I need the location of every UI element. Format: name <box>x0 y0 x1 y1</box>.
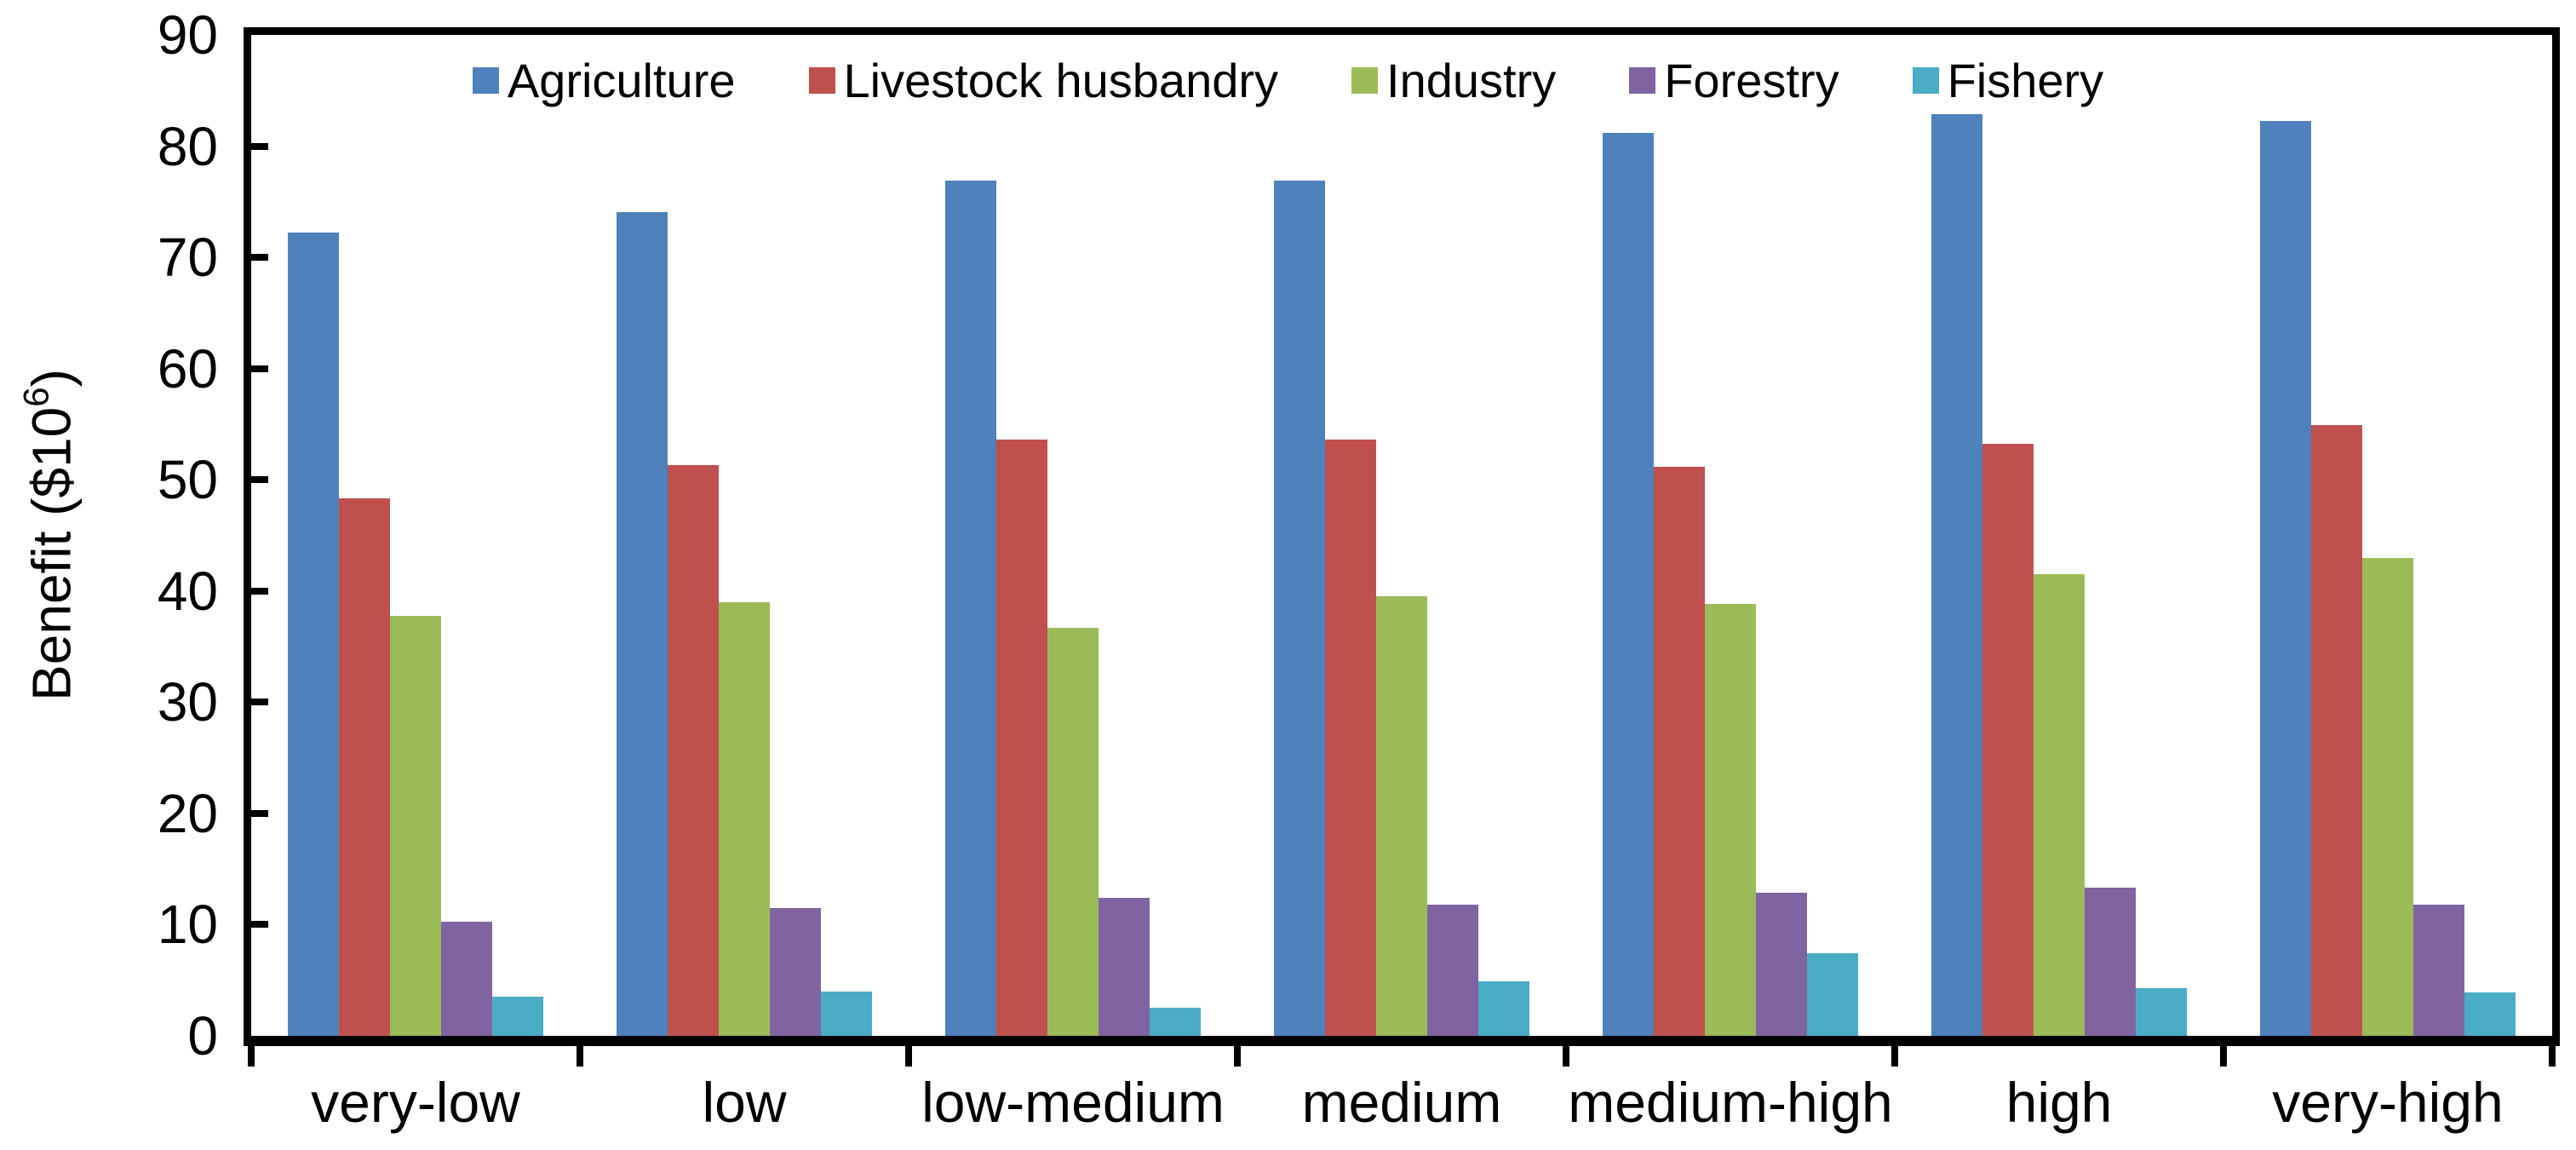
bar-agriculture-high <box>1931 113 1982 1036</box>
bar-agriculture-medium <box>1274 181 1325 1036</box>
bar-fishery-medium <box>1478 981 1529 1036</box>
x-category-label-very-high: very-high <box>2272 1071 2504 1134</box>
bar-agriculture-very-high <box>2260 120 2311 1036</box>
y-tick-mark-20 <box>251 809 268 817</box>
y-tick-label-40: 40 <box>157 560 218 622</box>
bar-forestry-very-low <box>441 921 492 1036</box>
x-category-label-medium-high: medium-high <box>1568 1071 1893 1134</box>
bar-livestock-husbandry-low-medium <box>996 440 1047 1036</box>
bar-agriculture-low <box>617 211 668 1036</box>
y-tick-label-70: 70 <box>157 227 218 289</box>
bar-agriculture-medium-high <box>1603 132 1654 1036</box>
bar-livestock-husbandry-medium-high <box>1654 466 1705 1036</box>
bar-industry-medium <box>1376 596 1427 1036</box>
bar-industry-medium-high <box>1705 604 1756 1036</box>
x-tick-mark-4 <box>1563 1046 1569 1067</box>
x-tick-mark-1 <box>577 1046 583 1067</box>
bar-forestry-low <box>770 907 821 1036</box>
bar-industry-very-high <box>2362 557 2413 1036</box>
bar-fishery-very-low <box>492 997 543 1036</box>
y-tick-label-30: 30 <box>157 671 218 733</box>
y-tick-mark-70 <box>251 254 268 262</box>
x-category-label-low: low <box>702 1071 787 1134</box>
x-category-label-low-medium: low-medium <box>921 1071 1225 1134</box>
y-tick-mark-10 <box>251 921 268 929</box>
bar-agriculture-low-medium <box>945 181 996 1036</box>
y-tick-label-10: 10 <box>157 894 218 956</box>
bar-industry-very-low <box>390 615 441 1036</box>
y-tick-label-0: 0 <box>187 1005 218 1067</box>
x-tick-mark-6 <box>2220 1046 2227 1067</box>
y-tick-label-80: 80 <box>157 115 218 177</box>
bar-fishery-very-high <box>2464 992 2516 1036</box>
bar-industry-high <box>2034 574 2085 1036</box>
bar-industry-low <box>719 601 770 1036</box>
bar-fishery-high <box>2136 987 2187 1036</box>
x-tick-mark-0 <box>248 1046 255 1067</box>
bar-livestock-husbandry-high <box>1982 444 2034 1036</box>
y-tick-mark-60 <box>251 365 268 372</box>
bar-livestock-husbandry-medium <box>1325 440 1376 1036</box>
y-tick-mark-50 <box>251 476 268 484</box>
bar-forestry-high <box>2085 888 2136 1036</box>
bar-forestry-low-medium <box>1099 898 1150 1036</box>
bar-livestock-husbandry-very-low <box>339 498 390 1036</box>
y-tick-mark-80 <box>251 142 268 150</box>
bar-forestry-very-high <box>2413 904 2464 1036</box>
x-category-label-medium: medium <box>1301 1071 1502 1134</box>
x-category-label-high: high <box>2005 1071 2113 1134</box>
y-tick-label-50: 50 <box>157 449 218 511</box>
bar-fishery-low <box>821 991 872 1036</box>
bar-agriculture-very-low <box>288 233 339 1036</box>
bar-forestry-medium <box>1427 904 1478 1036</box>
x-tick-mark-5 <box>1891 1046 1898 1067</box>
bar-fishery-low-medium <box>1150 1008 1201 1036</box>
bar-industry-low-medium <box>1047 627 1099 1036</box>
y-axis-title: Benefit ($106) <box>16 369 83 701</box>
x-tick-mark-2 <box>905 1046 912 1067</box>
y-tick-label-90: 90 <box>157 4 218 66</box>
bar-forestry-medium-high <box>1756 892 1807 1036</box>
bar-fishery-medium-high <box>1807 953 1858 1036</box>
bar-livestock-husbandry-low <box>668 465 719 1036</box>
x-tick-mark-3 <box>1234 1046 1241 1067</box>
bar-livestock-husbandry-very-high <box>2311 425 2362 1036</box>
y-tick-mark-40 <box>251 587 268 595</box>
y-tick-label-60: 60 <box>157 337 218 400</box>
x-category-label-very-low: very-low <box>311 1071 520 1134</box>
y-tick-mark-30 <box>251 699 268 706</box>
x-tick-mark-7 <box>2549 1046 2556 1067</box>
y-tick-label-20: 20 <box>157 782 218 844</box>
